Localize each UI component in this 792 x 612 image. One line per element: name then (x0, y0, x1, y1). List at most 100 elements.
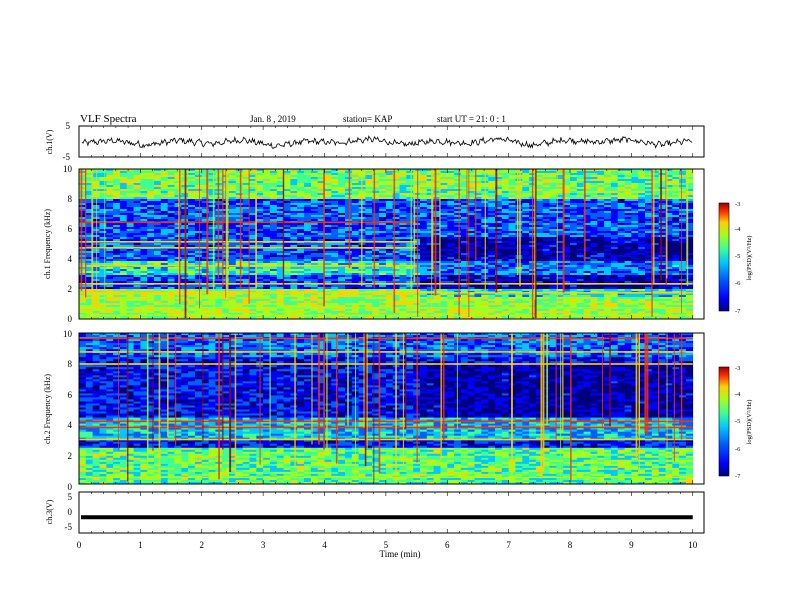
spectrogram-cell (365, 239, 373, 242)
spectrogram-cell (133, 243, 141, 246)
spectrogram-cell (549, 271, 557, 274)
spectrogram-cell (460, 207, 469, 210)
spectrogram-cell (126, 215, 134, 218)
spectrogram-cell (106, 181, 114, 184)
ch1-waveform-trace (81, 135, 693, 149)
spectrogram-cell (467, 263, 475, 266)
spectrogram-cell (617, 269, 625, 272)
spectrogram-cell (392, 263, 400, 266)
spectrogram-cell (624, 229, 632, 232)
spectrogram-cell (188, 217, 196, 220)
spectrogram-cell (597, 277, 605, 280)
spectrogram-cell (679, 259, 687, 262)
spectrogram-cell (515, 187, 523, 190)
spectrogram-cell (576, 223, 584, 226)
spectrogram-cell (631, 231, 639, 234)
spectrogram-cell (501, 175, 509, 178)
spectrogram-cell (426, 221, 434, 224)
spectrogram-cell (515, 235, 523, 238)
spectrogram-cell (610, 199, 619, 202)
spectrogram-cell (679, 185, 687, 188)
spectrogram-cell (167, 179, 175, 182)
spectrogram-cell (651, 191, 659, 194)
spectrogram-cell (392, 175, 400, 178)
spectrogram-cell (474, 217, 482, 220)
spectrogram-cell (249, 237, 257, 240)
spectrogram-cell (454, 245, 462, 248)
spectrogram-cell (556, 251, 564, 254)
spectrogram-cell (440, 169, 448, 172)
spectrogram-cell (317, 237, 325, 240)
spectrogram-cell (399, 215, 407, 218)
spectrogram-cell (474, 235, 482, 238)
spectrogram-cell (249, 257, 257, 260)
spectrogram-cell (269, 253, 278, 256)
spectrogram-cell (365, 249, 373, 252)
spectrogram-cell (249, 267, 257, 270)
spectrogram-cell (495, 239, 503, 242)
spectrogram-cell (263, 225, 271, 228)
spectrogram-cell (229, 239, 237, 242)
spectrogram-cell (467, 169, 475, 172)
spectrogram-cell (467, 273, 475, 276)
spectrogram-cell (454, 225, 462, 228)
spectrogram-cell (604, 269, 612, 272)
spectrogram-cell (133, 239, 141, 242)
spectrogram-cell (372, 205, 380, 208)
spectrogram-cell (576, 187, 584, 190)
spectrogram-cell (685, 169, 694, 172)
spectrogram-cell (515, 195, 523, 198)
spectrogram-cell (113, 227, 121, 230)
spectrogram-cell (433, 195, 441, 198)
spectrogram-cell (447, 189, 455, 192)
spectrogram-cell (147, 207, 155, 210)
spectrogram-cell (440, 203, 448, 206)
spectrogram-cell (345, 233, 353, 236)
spectrogram-cell (583, 187, 591, 190)
spectrogram-cell (522, 171, 530, 174)
spectrogram-cell (460, 221, 469, 224)
spectrogram-cell (167, 187, 175, 190)
spectrogram-cell (440, 245, 448, 248)
spectrogram-cell (126, 243, 134, 246)
spectrogram-cell (651, 173, 659, 176)
spectrogram-cell (392, 195, 400, 198)
spectrogram-cell (495, 223, 503, 226)
spectrogram-cell (447, 275, 455, 278)
spectrogram-cell (651, 271, 659, 274)
spectrogram-cell (235, 279, 243, 282)
spectrogram-cell (126, 185, 134, 188)
spectrogram-cell (208, 205, 216, 208)
spectrogram-cell (590, 247, 598, 250)
spectrogram-cell (188, 275, 196, 278)
spectrogram-cell (290, 271, 298, 274)
spectrogram-cell (610, 205, 619, 208)
spectrogram-cell (522, 245, 530, 248)
spectrogram-cell (426, 209, 434, 212)
spectrogram-cell (154, 197, 162, 200)
spectrogram-cell (276, 179, 284, 182)
spectrogram-cell (263, 273, 271, 276)
spectrogram-cell (645, 277, 653, 280)
spectrogram-cell (522, 175, 530, 178)
spectrogram-cell (106, 239, 114, 242)
spectrogram-cell (208, 255, 216, 258)
spectrogram-cell (126, 261, 134, 264)
spectrogram-cell (433, 173, 441, 176)
spectrogram-cell (160, 275, 168, 278)
spectrogram-cell (604, 187, 612, 190)
spectrogram-cell (324, 201, 332, 204)
spectrogram-cell (638, 177, 646, 180)
spectrogram-cell (638, 195, 646, 198)
spectrogram-cell (154, 201, 162, 204)
spectrogram-cell (310, 187, 319, 190)
spectrogram-cell (235, 199, 243, 202)
spectrogram-cell (583, 193, 591, 196)
spectrogram-cell (515, 227, 523, 230)
spectrogram-cell (501, 223, 509, 226)
spectrogram-cell (535, 227, 544, 230)
spectrogram-cell (119, 219, 128, 222)
spectrogram-cell (515, 205, 523, 208)
spectrogram-cell (590, 191, 598, 194)
spectrogram-cell (256, 255, 264, 258)
